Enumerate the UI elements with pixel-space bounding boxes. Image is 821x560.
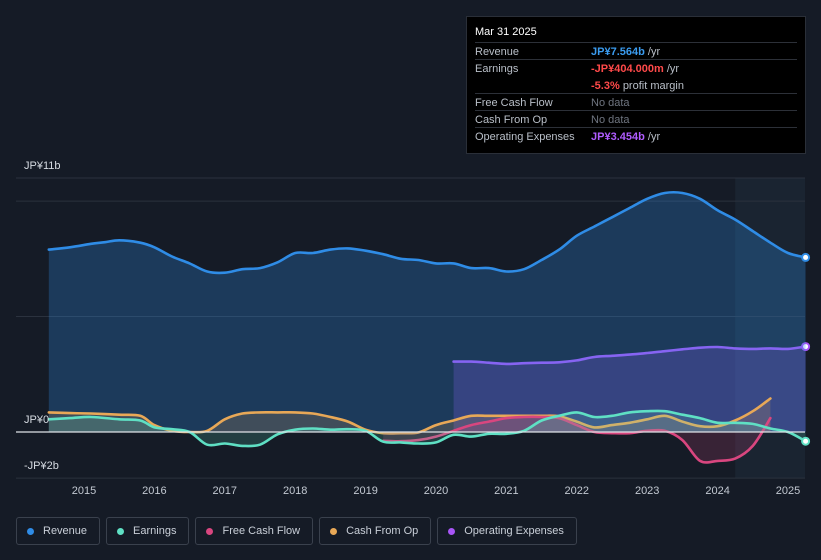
legend-item-earnings[interactable]: Earnings <box>106 517 190 545</box>
y-axis-top-label: JP¥11b <box>24 160 61 172</box>
x-tick-label-2025: 2025 <box>775 485 801 497</box>
tooltip-revenue-label: Revenue <box>475 46 520 58</box>
tooltip-revenue-value: JP¥7.564b <box>591 46 645 58</box>
legend-dot-operating-expenses <box>448 527 456 535</box>
line-operating-expenses <box>452 345 807 366</box>
tooltip-fcf-value: No data <box>591 97 630 109</box>
tooltip-earnings-unit: /yr <box>666 63 680 75</box>
tooltip-opex-label: Operating Expenses <box>475 131 575 143</box>
legend-item-cash-from-op[interactable]: Cash From Op <box>319 517 432 545</box>
legend-label-revenue: Revenue <box>43 525 88 537</box>
tooltip-opex-value: JP¥3.454b <box>591 131 645 143</box>
tooltip-row-cfo: Cash From Op No data <box>475 110 797 128</box>
tooltip-row-opex: Operating Expenses JP¥3.454b /yr <box>475 127 797 145</box>
legend-dot-free-cash-flow <box>206 527 214 535</box>
tooltip-row-revenue: Revenue JP¥7.564b /yr <box>475 42 797 60</box>
x-tick-label-2018: 2018 <box>282 485 308 497</box>
data-tooltip: Mar 31 2025 Revenue JP¥7.564b /yr Earnin… <box>466 16 806 154</box>
legend-dot-earnings <box>117 527 125 535</box>
tooltip-earnings-value: -JP¥404.000m <box>591 63 664 75</box>
endpoint-revenue <box>801 252 811 262</box>
tooltip-margin-unit: profit margin <box>622 80 684 92</box>
tooltip-row-earnings: Earnings -JP¥404.000m /yr -5.3% profit m… <box>475 59 797 95</box>
tooltip-row-fcf: Free Cash Flow No data <box>475 93 797 111</box>
tooltip-opex-unit: /yr <box>647 131 661 143</box>
area-revenue <box>48 192 806 432</box>
legend-dot-revenue <box>27 527 34 535</box>
x-tick-label-2019: 2019 <box>353 485 378 497</box>
area-earnings <box>48 410 806 447</box>
x-tick-label-2024: 2024 <box>705 485 730 497</box>
endpoint-earnings <box>801 436 811 446</box>
legend-item-operating-expenses[interactable]: Operating Expenses <box>437 517 577 545</box>
area-operating-expenses <box>453 346 806 432</box>
chart-legend: Revenue Earnings Free Cash Flow Cash Fro… <box>16 517 577 545</box>
tooltip-earnings-label: Earnings <box>475 63 519 75</box>
x-tick-label-2021: 2021 <box>494 485 519 497</box>
tooltip-date: Mar 31 2025 <box>475 26 537 38</box>
x-tick-label-2015: 2015 <box>71 485 97 497</box>
legend-label-free-cash-flow: Free Cash Flow <box>222 525 301 537</box>
y-axis-zero-label: JP¥0 <box>24 414 50 426</box>
x-tick-label-2017: 2017 <box>212 485 238 497</box>
legend-label-cash-from-op: Cash From Op <box>346 525 419 537</box>
tooltip-cfo-value: No data <box>591 114 630 126</box>
tooltip-margin-value: -5.3% <box>591 80 620 92</box>
legend-label-earnings: Earnings <box>133 525 177 537</box>
tooltip-fcf-label: Free Cash Flow <box>475 97 553 109</box>
tooltip-revenue-unit: /yr <box>647 46 661 58</box>
x-tick-label-2016: 2016 <box>142 485 167 497</box>
line-revenue <box>47 190 807 275</box>
tooltip-cfo-label: Cash From Op <box>475 114 548 126</box>
x-tick-label-2020: 2020 <box>423 485 449 497</box>
x-tick-label-2022: 2022 <box>564 485 590 497</box>
y-axis-bottom-label: -JP¥2b <box>24 460 59 472</box>
legend-label-operating-expenses: Operating Expenses <box>464 525 564 537</box>
endpoint-operating-expenses <box>801 342 811 352</box>
legend-item-free-cash-flow[interactable]: Free Cash Flow <box>195 517 314 545</box>
x-tick-label-2023: 2023 <box>634 485 660 497</box>
legend-item-revenue[interactable]: Revenue <box>16 517 101 545</box>
legend-dot-cash-from-op <box>330 527 338 535</box>
area-free-cash-flow <box>383 416 771 463</box>
area-cash-from-op <box>48 398 771 434</box>
